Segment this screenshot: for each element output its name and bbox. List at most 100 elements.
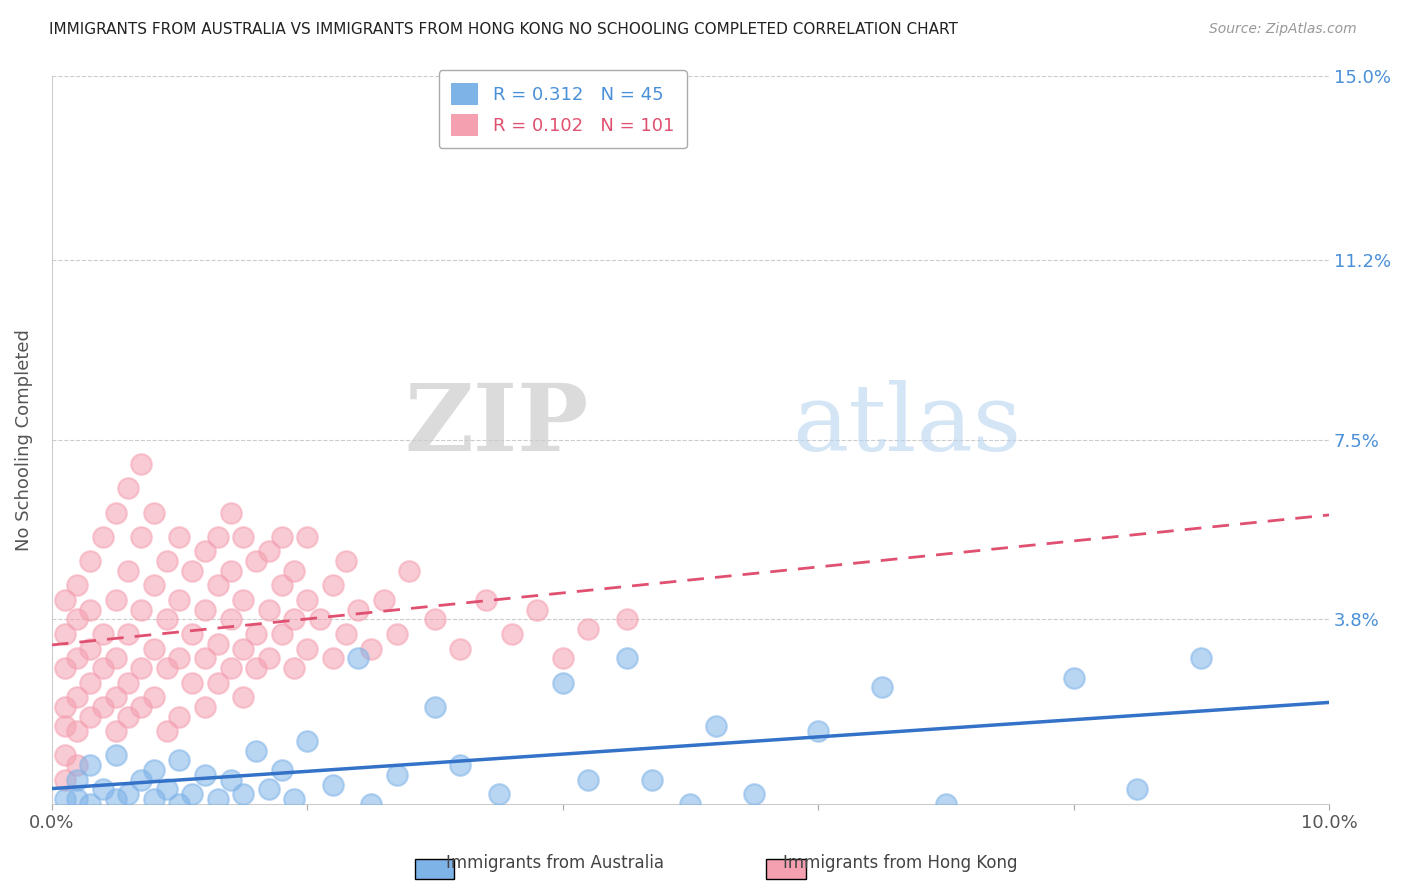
Text: IMMIGRANTS FROM AUSTRALIA VS IMMIGRANTS FROM HONG KONG NO SCHOOLING COMPLETED CO: IMMIGRANTS FROM AUSTRALIA VS IMMIGRANTS … <box>49 22 957 37</box>
Point <box>169 593 191 607</box>
Point <box>129 603 152 617</box>
Point <box>245 661 267 675</box>
Point <box>283 564 305 578</box>
Point <box>181 564 204 578</box>
Point <box>245 554 267 568</box>
Point <box>53 593 76 607</box>
Point <box>181 787 204 801</box>
Point <box>53 719 76 733</box>
Point <box>91 699 114 714</box>
Point <box>79 675 101 690</box>
Point <box>79 641 101 656</box>
Point <box>283 792 305 806</box>
Point <box>1189 651 1212 665</box>
Point <box>66 724 89 739</box>
Point <box>360 641 382 656</box>
Point <box>398 564 420 578</box>
Point <box>79 603 101 617</box>
Point <box>53 627 76 641</box>
Point <box>245 743 267 757</box>
Point <box>219 661 242 675</box>
Point <box>142 641 165 656</box>
Point <box>66 612 89 626</box>
Point <box>66 772 89 787</box>
Point <box>373 593 395 607</box>
Point <box>156 661 179 675</box>
Point <box>207 675 229 690</box>
Point <box>576 622 599 636</box>
Point <box>501 627 523 641</box>
Point <box>283 612 305 626</box>
Point <box>935 797 957 811</box>
Point <box>194 603 217 617</box>
Point <box>232 641 254 656</box>
Point <box>616 612 638 626</box>
Point <box>347 603 370 617</box>
Text: Immigrants from Australia: Immigrants from Australia <box>446 855 665 872</box>
Point <box>104 690 127 705</box>
Point <box>423 699 446 714</box>
Point <box>232 530 254 544</box>
Point <box>207 530 229 544</box>
Text: ZIP: ZIP <box>404 380 588 470</box>
Point <box>156 612 179 626</box>
Point <box>194 544 217 558</box>
Point <box>807 724 830 739</box>
Point <box>207 792 229 806</box>
Point <box>870 681 893 695</box>
Point <box>53 792 76 806</box>
Point <box>257 651 280 665</box>
Point <box>232 593 254 607</box>
Point <box>142 506 165 520</box>
Point <box>450 641 472 656</box>
Point <box>207 637 229 651</box>
Point <box>91 661 114 675</box>
Point <box>616 651 638 665</box>
Point <box>66 792 89 806</box>
Text: Source: ZipAtlas.com: Source: ZipAtlas.com <box>1209 22 1357 37</box>
Point <box>156 724 179 739</box>
Point <box>142 578 165 592</box>
Point <box>169 753 191 767</box>
Point <box>104 506 127 520</box>
Point <box>181 675 204 690</box>
Point <box>423 612 446 626</box>
Point <box>232 787 254 801</box>
Point <box>207 578 229 592</box>
Point <box>104 748 127 763</box>
Point <box>219 612 242 626</box>
Point <box>219 772 242 787</box>
Point <box>194 651 217 665</box>
Point <box>66 758 89 772</box>
Point <box>66 651 89 665</box>
Point <box>104 724 127 739</box>
Point <box>66 690 89 705</box>
Point <box>117 787 139 801</box>
Point <box>142 763 165 777</box>
Point <box>576 772 599 787</box>
Point <box>232 690 254 705</box>
Point <box>245 627 267 641</box>
Point <box>79 709 101 723</box>
Point <box>142 792 165 806</box>
Point <box>335 554 357 568</box>
Point <box>679 797 702 811</box>
Point <box>283 661 305 675</box>
Point <box>53 661 76 675</box>
Point <box>742 787 765 801</box>
Point <box>156 554 179 568</box>
Point <box>117 564 139 578</box>
Point <box>53 699 76 714</box>
Point <box>322 778 344 792</box>
Point <box>79 554 101 568</box>
Point <box>129 530 152 544</box>
Point <box>169 530 191 544</box>
Point <box>488 787 510 801</box>
Point <box>270 578 292 592</box>
Point <box>53 748 76 763</box>
Point <box>142 690 165 705</box>
Point <box>551 651 574 665</box>
Point <box>79 758 101 772</box>
Point <box>295 593 318 607</box>
Point <box>117 709 139 723</box>
